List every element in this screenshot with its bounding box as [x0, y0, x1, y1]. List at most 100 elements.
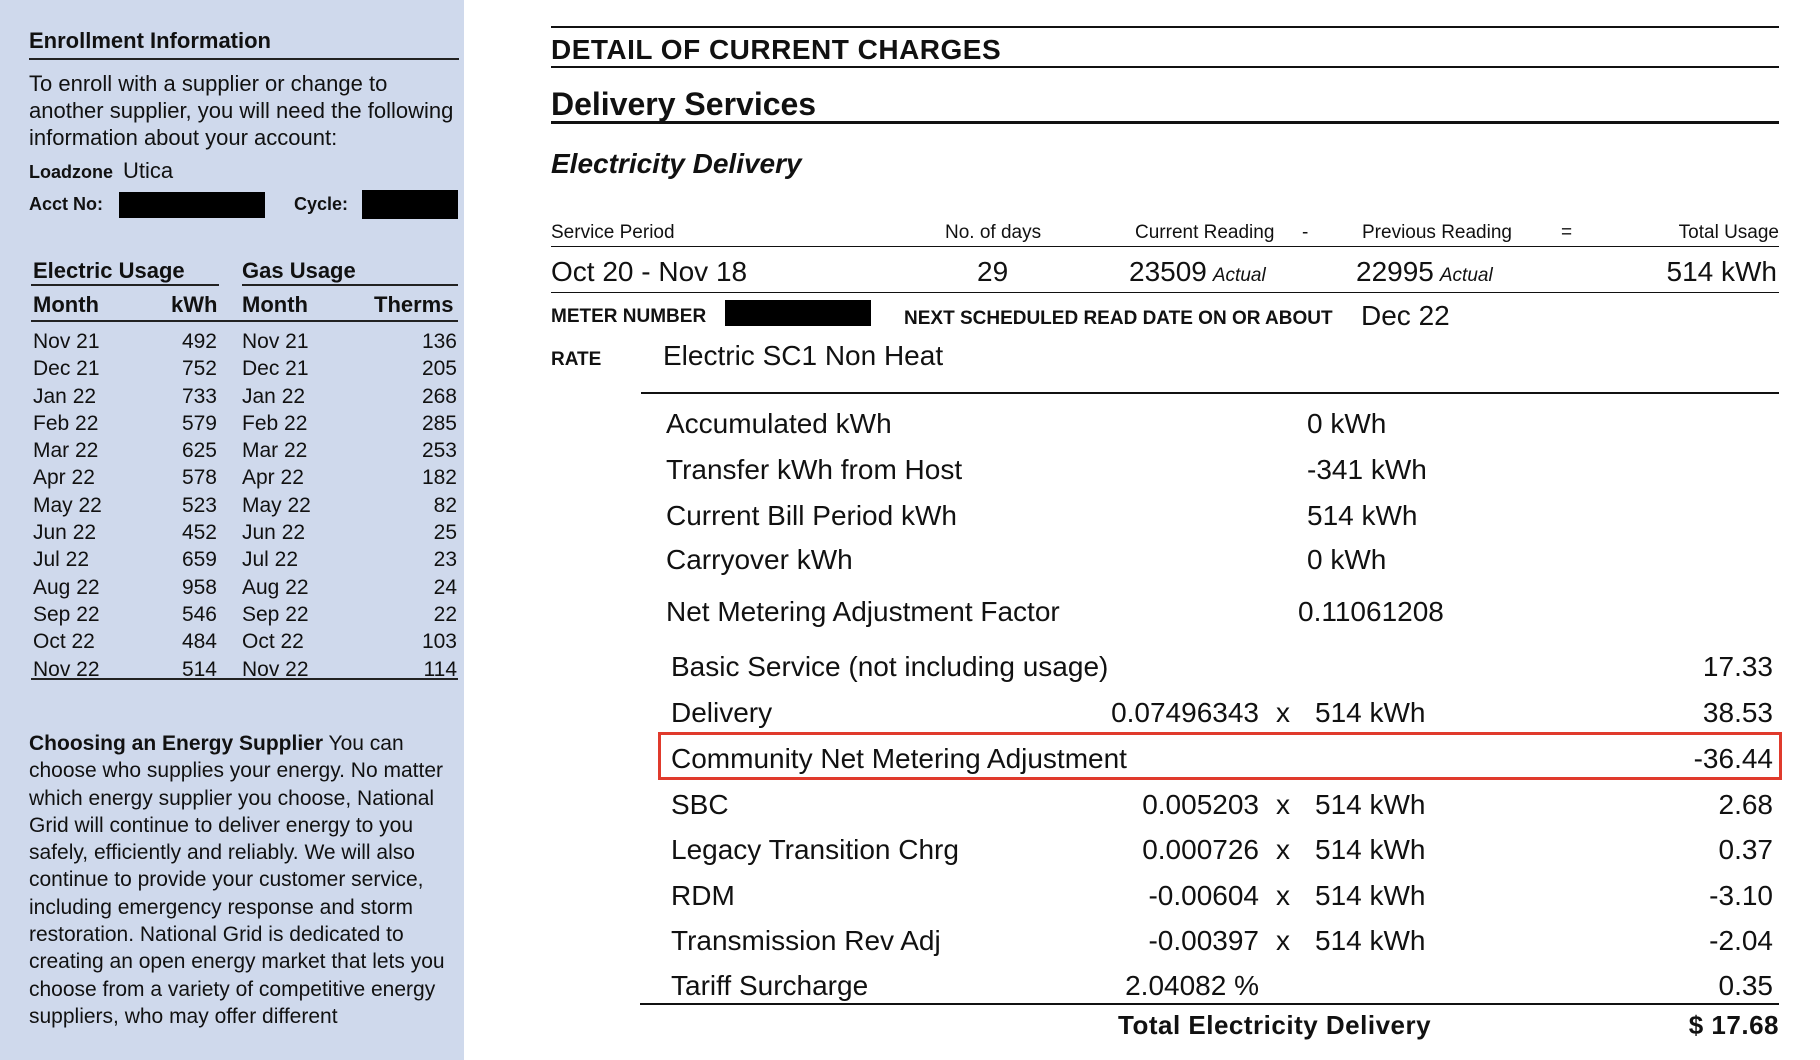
acct-label: Acct No: — [29, 194, 104, 214]
electric-month: Aug 22 — [33, 575, 100, 599]
metering-label: Current Bill Period kWh — [666, 500, 957, 531]
days-value: 29 — [977, 256, 1009, 287]
previous-reading: 22995 Actual — [1356, 256, 1493, 288]
charge-amount: 0.35 — [1718, 970, 1774, 1001]
charge-label: Delivery — [671, 697, 773, 728]
usage-row: Nov 21 492 Nov 21 136 — [29, 328, 459, 355]
charge-times: x — [1276, 925, 1290, 956]
usage-row: Apr 22 578 Apr 22 182 — [29, 464, 459, 491]
electric-month: Dec 21 — [33, 357, 100, 381]
total-amount: $ 17.68 — [1688, 1010, 1779, 1040]
rate-label: RATE — [551, 349, 602, 370]
divider — [551, 292, 1779, 293]
divider — [551, 246, 1779, 247]
metering-label: Accumulated kWh — [666, 408, 892, 439]
charge-label: SBC — [671, 789, 729, 820]
electric-kwh: 958 — [181, 575, 217, 599]
charge-amount: 2.68 — [1718, 789, 1774, 820]
total-usage: 514 kWh — [1666, 256, 1778, 287]
current-reading-value: 23509 — [1129, 256, 1207, 287]
charge-amount: -2.04 — [1709, 925, 1773, 956]
cycle-redaction — [362, 190, 458, 219]
gas-month: Nov 22 — [242, 657, 309, 681]
charge-label: Tariff Surcharge — [671, 970, 869, 1001]
electric-kwh: 625 — [181, 439, 217, 463]
enrollment-heading: Enrollment Information — [29, 28, 271, 53]
gas-therms: 285 — [421, 411, 457, 435]
charge-rate: 2.04082 % — [1125, 970, 1259, 1001]
metering-value: 0.11061208 — [1298, 596, 1444, 627]
loadzone-value: Utica — [123, 158, 174, 183]
metering-value: 0 kWh — [1307, 544, 1387, 575]
metering-value: 514 kWh — [1307, 500, 1418, 531]
previous-reading-value: 22995 — [1356, 256, 1434, 287]
supplier-text: You can choose who supplies your energy.… — [29, 732, 445, 1028]
col-header-month: Month — [242, 292, 308, 317]
next-read-label: NEXT SCHEDULED READ DATE ON OR ABOUT — [904, 308, 1333, 329]
sidebar-panel: Enrollment Information To enroll with a … — [0, 0, 464, 1060]
electric-kwh: 579 — [181, 411, 217, 435]
metering-label: Net Metering Adjustment Factor — [666, 596, 1060, 627]
electric-month: Sep 22 — [33, 602, 100, 626]
usage-row: Feb 22 579 Feb 22 285 — [29, 410, 459, 437]
meter-redaction — [725, 300, 871, 326]
header-current-reading: Current Reading — [1135, 222, 1275, 243]
electric-month: Oct 22 — [33, 630, 95, 654]
header-minus: - — [1302, 222, 1309, 243]
charge-quantity: 514 kWh — [1315, 697, 1426, 728]
divider — [31, 320, 458, 322]
col-header-kwh: kWh — [171, 292, 218, 317]
gas-month: Jun 22 — [242, 521, 306, 545]
enrollment-text: To enroll with a supplier or change to a… — [29, 71, 454, 150]
meter-number-label: METER NUMBER — [551, 306, 707, 327]
electric-month: Jul 22 — [33, 548, 90, 572]
charge-rate: -0.00397 — [1148, 925, 1259, 956]
gas-month: Feb 22 — [242, 411, 308, 435]
gas-therms: 23 — [433, 548, 457, 572]
electric-month: Nov 22 — [33, 657, 100, 681]
electric-kwh: 752 — [181, 357, 217, 381]
charge-label: Community Net Metering Adjustment — [671, 743, 1127, 774]
charge-times: x — [1276, 697, 1290, 728]
previous-reading-type: Actual — [1439, 265, 1493, 286]
metering-value: -341 kWh — [1307, 454, 1427, 485]
current-reading: 23509 Actual — [1129, 256, 1266, 288]
electric-month: Jun 22 — [33, 521, 97, 545]
rate-value: Electric SC1 Non Heat — [663, 340, 944, 371]
usage-row: Oct 22 484 Oct 22 103 — [29, 628, 459, 655]
usage-row: Nov 22 514 Nov 22 114 — [29, 656, 459, 683]
divider — [29, 58, 459, 60]
gas-month: Oct 22 — [242, 630, 304, 654]
charge-times: x — [1276, 789, 1290, 820]
gas-therms: 114 — [423, 657, 457, 681]
header-total-usage: Total Usage — [1678, 222, 1779, 243]
header-equals: = — [1561, 222, 1573, 243]
usage-row: Mar 22 625 Mar 22 253 — [29, 437, 459, 464]
electric-kwh: 452 — [181, 521, 217, 545]
charge-amount: 17.33 — [1702, 651, 1773, 682]
charge-amount: -3.10 — [1709, 880, 1773, 911]
loadzone-row: Loadzone Utica — [29, 158, 173, 184]
usage-row: Aug 22 958 Aug 22 24 — [29, 574, 459, 601]
gas-month: Dec 21 — [242, 357, 309, 381]
usage-row: Dec 21 752 Dec 21 205 — [29, 355, 459, 382]
divider — [640, 1003, 1779, 1005]
electric-month: Jan 22 — [33, 384, 97, 408]
current-reading-type: Actual — [1212, 265, 1266, 286]
charge-label: Basic Service (not including usage) — [671, 651, 1109, 682]
gas-month: Apr 22 — [242, 466, 304, 490]
usage-row: Jul 22 659 Jul 22 23 — [29, 546, 459, 573]
charge-quantity: 514 kWh — [1315, 789, 1426, 820]
header-previous-reading: Previous Reading — [1362, 222, 1512, 243]
usage-row: Jan 22 733 Jan 22 268 — [29, 383, 459, 410]
gas-therms: 182 — [421, 466, 457, 490]
header-service-period: Service Period — [551, 222, 675, 243]
electric-kwh: 523 — [181, 493, 217, 517]
charge-amount: -36.44 — [1693, 743, 1773, 774]
gas-month: May 22 — [242, 493, 311, 517]
charge-amount: 0.37 — [1718, 834, 1774, 865]
gas-therms: 205 — [421, 357, 457, 381]
gas-month: Jul 22 — [242, 548, 299, 572]
charges-title: DETAIL OF CURRENT CHARGES — [551, 34, 1002, 65]
charge-times: x — [1276, 880, 1290, 911]
